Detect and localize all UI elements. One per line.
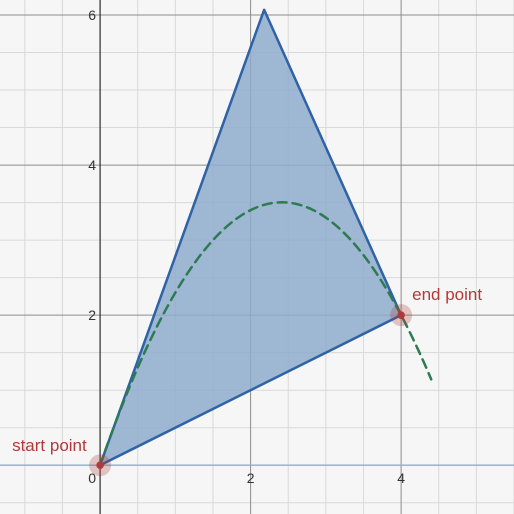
annotations: start point end point — [12, 285, 482, 477]
dashed-curve — [98, 201, 433, 467]
start-point-marker — [96, 461, 104, 470]
y-tick-label: 4 — [88, 157, 96, 173]
origin-label: 0 — [88, 470, 96, 486]
filled-triangle — [98, 8, 403, 467]
x-tick-label: 2 — [247, 470, 255, 486]
end-point-marker — [397, 311, 405, 319]
x-tick-label: 4 — [397, 470, 405, 486]
y-tick-label: 2 — [88, 307, 96, 323]
tick-labels: 2 4 2 4 6 0 — [88, 7, 405, 486]
y-tick-label: 6 — [88, 7, 96, 23]
end-point-label: end point — [412, 285, 482, 304]
start-point-label: start point — [12, 436, 87, 455]
plot-area — [98, 8, 433, 467]
